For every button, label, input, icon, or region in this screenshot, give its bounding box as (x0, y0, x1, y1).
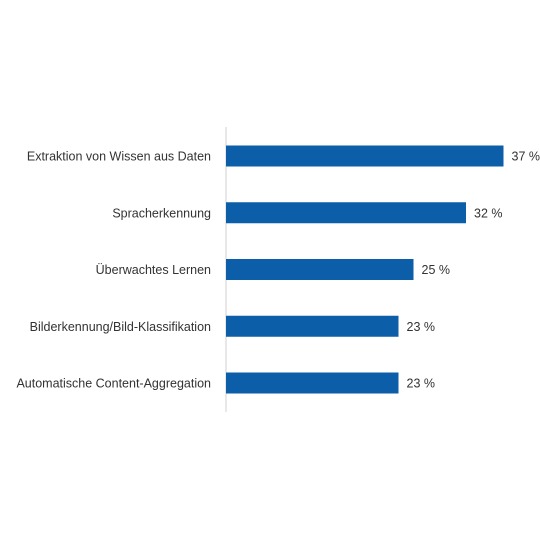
category-label: Extraktion von Wissen aus Daten (27, 150, 211, 164)
bar (226, 259, 414, 280)
value-label: 32 % (474, 206, 503, 220)
category-label: Spracherkennung (112, 206, 211, 220)
value-label: 25 % (422, 263, 451, 277)
bar (226, 372, 399, 394)
value-label: 23 % (407, 377, 436, 391)
category-label: Automatische Content-Aggregation (16, 377, 211, 391)
category-label: Überwachtes Lernen (96, 263, 211, 277)
bar (226, 145, 504, 167)
bars-group: Extraktion von Wissen aus Daten 37 % Sprac… (16, 145, 540, 394)
bar (226, 202, 466, 224)
category-label: Bilderkennung/Bild-Klassifikation (30, 320, 211, 334)
bar (226, 315, 399, 337)
value-label: 23 % (407, 320, 436, 334)
value-label: 37 % (512, 150, 540, 164)
